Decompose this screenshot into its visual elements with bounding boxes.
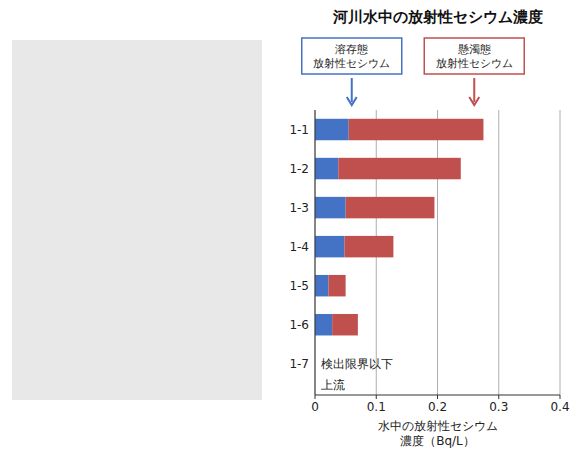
y-tick-label: 1-6 [289,318,309,332]
legend-arrow-head [347,97,357,105]
bar [328,275,345,296]
y-tick-label: 1-7 [289,357,309,371]
title: 河川水中の放射性セシウム濃度 [332,8,543,26]
bar [344,236,393,257]
x-tick [376,395,377,399]
bar [346,197,435,218]
x-tick [498,395,499,399]
text-line: 放射性セシウム [436,57,513,70]
x-axis-label: 水中の放射性セシウム濃度（Bq/L） [378,419,498,448]
annotation: 検出限界以下 [321,357,393,371]
legend-box [424,38,524,74]
y-tick-label: 1-1 [289,123,309,137]
bar [315,119,349,140]
x-tick-label: 0.4 [550,400,569,414]
grid-line [315,110,316,395]
x-tick [315,395,316,399]
y-axis-line [315,110,316,395]
y-tick-label: 1-2 [289,162,309,176]
map-placeholder [12,40,262,400]
bar [332,314,358,335]
legend-arrow [473,78,475,102]
legend-box [302,38,402,74]
text-line: 濃度（Bq/L） [400,434,475,448]
bar [315,158,338,179]
bars [315,119,483,336]
legend-label: 溶存態放射性セシウム [313,43,390,70]
x-tick-label: 0.3 [489,400,508,414]
y-tick-label: 1-5 [289,279,309,293]
grid-line [560,110,561,395]
legend-arrow-head [469,97,479,105]
bar [315,314,332,335]
text-line: 懸濁態 [457,43,491,56]
text-line: 溶存態 [335,43,368,56]
grid-line [498,110,499,395]
y-tick-label: 1-4 [289,240,309,254]
chart-root: 0 0.1 0.2 0.3 0.4 1-1 1-2 1-3 1-4 1-5 1-6 1-7 水中の放射性… [0,0,580,469]
annotation: 上流 [321,378,345,392]
y-tick-label: 1-3 [289,201,309,215]
bar [315,275,328,296]
bar [338,158,461,179]
x-tick [437,395,438,399]
legend-arrow [351,78,353,102]
x-tick-label: 0.2 [428,400,447,414]
bar [315,197,346,218]
x-tick-label: 0.1 [367,400,386,414]
grid-line [437,110,438,395]
x-tick-label: 0 [311,400,319,414]
x-tick [560,395,561,399]
text-line: 水中の放射性セシウム [378,419,498,433]
legend: 溶存態放射性セシウム懸濁態放射性セシウム [302,38,525,105]
grid [315,110,560,395]
bar [315,236,344,257]
legend-label: 懸濁態放射性セシウム [436,43,513,70]
text-line: 放射性セシウム [313,57,390,70]
bar [349,119,484,140]
